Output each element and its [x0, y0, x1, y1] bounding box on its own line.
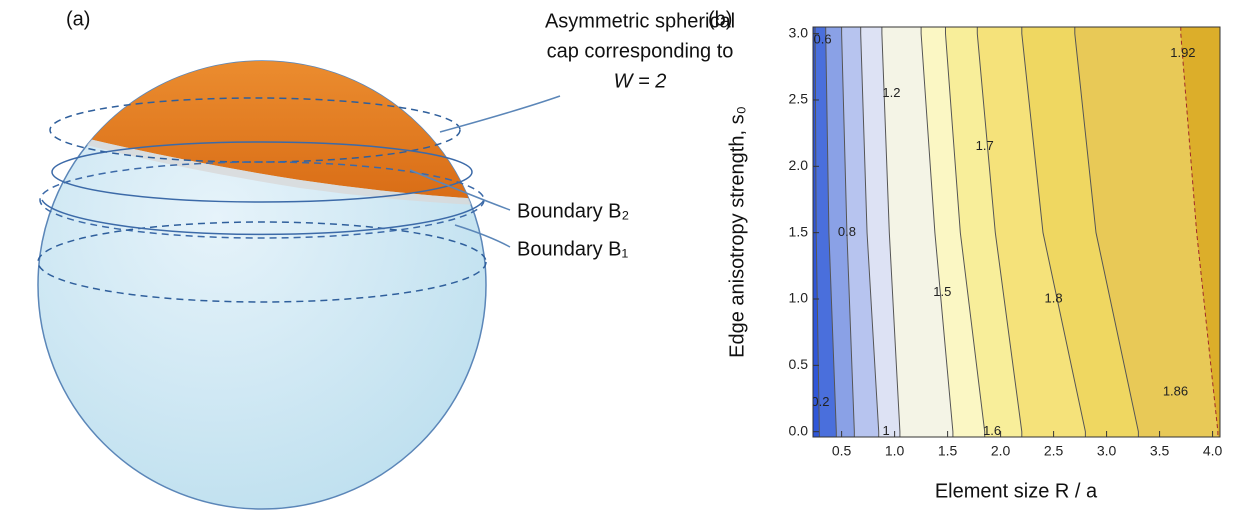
- arrow: [409, 169, 511, 211]
- spherical-cap: [38, 61, 486, 200]
- arrow: [439, 95, 561, 133]
- panel-label: (a): [66, 8, 90, 30]
- contour-line: [860, 27, 880, 437]
- contour-line: [825, 27, 837, 437]
- boundary-label: Boundary B₂: [517, 200, 629, 222]
- contour-label: 0.8: [838, 224, 856, 239]
- contour-label: 1.86: [1163, 383, 1188, 398]
- arrow: [454, 224, 511, 248]
- y-tick-label: 0.5: [789, 356, 809, 372]
- contour-line: [920, 27, 954, 437]
- plot-area: 0.2 0.6 0.8 1 1.2 1.5 1.6 1.7 1.8 1.86 1.92: [811, 27, 1220, 438]
- x-tick-label: 2.0: [991, 443, 1011, 459]
- boundary-b1: [41, 199, 485, 236]
- contour-line: [841, 27, 855, 437]
- contour-label: 0.6: [814, 32, 832, 47]
- cap-label: Asymmetric spherical: [545, 10, 735, 32]
- contour-label: 0.2: [811, 394, 829, 409]
- y-axis-label: Edge anisotropy strength, s₀: [726, 106, 748, 358]
- x-tick-label: 2.5: [1044, 443, 1064, 459]
- contour-label: 1: [883, 423, 890, 438]
- cap-label: W = 2: [614, 70, 667, 92]
- boundary-b2: [51, 141, 473, 203]
- y-tick-label: 2.5: [789, 91, 809, 107]
- x-tick-label: 3.0: [1097, 443, 1117, 459]
- panel-label: (b): [708, 8, 732, 30]
- band: [813, 27, 837, 437]
- y-tick-label: 1.0: [789, 290, 809, 306]
- y-tick-label: 3.0: [789, 24, 809, 40]
- contour-line: [881, 27, 901, 437]
- x-tick-label: 0.5: [832, 443, 852, 459]
- plot-frame: [812, 26, 1221, 438]
- cap-label: cap corresponding to: [547, 40, 734, 62]
- cap-edge: [45, 128, 486, 206]
- contour-label: 1.92: [1170, 45, 1195, 60]
- contour-line: [944, 27, 986, 437]
- dashed-circle: [49, 97, 461, 163]
- boundary-label: Boundary B₁: [517, 238, 629, 260]
- contour-line: [1021, 27, 1086, 437]
- y-tick-label: 0.0: [789, 422, 809, 438]
- x-tick-label: 1.0: [885, 443, 905, 459]
- contour-label: 1.8: [1045, 290, 1063, 305]
- contour-line: [1180, 27, 1219, 437]
- x-tick-label: 1.5: [938, 443, 958, 459]
- contour-line: [1074, 27, 1139, 437]
- y-tick-label: 1.5: [789, 223, 809, 239]
- x-tick-label: 4.0: [1203, 443, 1223, 459]
- contour-label: 1.5: [933, 284, 951, 299]
- dashed-circle: [37, 221, 487, 303]
- contour-label: 1.2: [882, 85, 900, 100]
- y-tick-label: 2.0: [789, 157, 809, 173]
- x-tick-label: 3.5: [1150, 443, 1170, 459]
- sphere-diagram: (a) Asymmetric spherical cap correspondi…: [37, 8, 735, 510]
- contour-line: [976, 27, 1023, 437]
- contour-label: 1.7: [976, 138, 994, 153]
- contour-label: 1.6: [983, 423, 1001, 438]
- x-axis-label: Element size R / a: [935, 480, 1098, 502]
- contour-plot: (b) Element size R / a Edge anisotropy s…: [708, 8, 1223, 502]
